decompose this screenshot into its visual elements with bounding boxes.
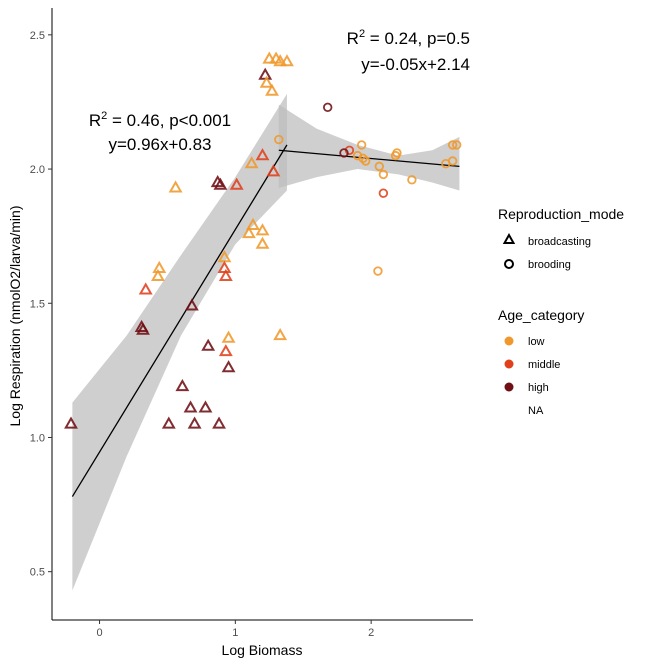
legend-label: high xyxy=(528,382,549,394)
data-point-triangle xyxy=(136,322,150,335)
legend-swatch-middle xyxy=(504,359,514,369)
data-points xyxy=(64,51,462,429)
fit-line-broadcasting xyxy=(71,144,288,497)
data-point-circle xyxy=(407,175,417,185)
data-point-triangle xyxy=(151,268,165,282)
legend-title: Age_category xyxy=(498,307,584,323)
data-point-circle xyxy=(390,150,401,161)
legend-label: NA xyxy=(528,405,544,417)
data-point-triangle xyxy=(255,223,270,236)
data-point-circle xyxy=(447,140,458,150)
data-point-triangle xyxy=(265,83,279,96)
data-point-triangle xyxy=(198,400,213,413)
data-point-circle xyxy=(378,188,389,198)
data-point-triangle xyxy=(138,282,153,295)
data-point-triangle xyxy=(187,416,202,429)
data-point-circle xyxy=(361,156,371,166)
data-point-circle xyxy=(358,153,368,164)
y-tick-label: 1.0 xyxy=(30,432,45,444)
data-point-triangle xyxy=(218,344,233,357)
data-point-circle xyxy=(374,161,384,172)
legend-triangle-icon xyxy=(502,232,516,244)
confidence-bands xyxy=(72,93,460,591)
equation-label: y=0.96x+0.83 xyxy=(108,135,211,154)
legend-reproduction-mode: Reproduction_mode broadcasting brooding xyxy=(498,206,624,271)
data-point-circle xyxy=(356,140,367,150)
ci-band-brooding xyxy=(278,104,460,191)
data-point-triangle xyxy=(221,330,236,343)
fit-annotation-broadcasting: R2 = 0.46, p<0.001 y=0.96x+0.83 xyxy=(89,110,231,154)
r2-label: R2 = 0.24, p=0.5 xyxy=(347,28,470,48)
legend-label: broadcasting xyxy=(528,236,591,248)
x-axis-title: Log Biomass xyxy=(222,642,303,658)
r2-label: R2 = 0.46, p<0.001 xyxy=(89,110,231,130)
x-tick-label: 2 xyxy=(368,627,374,639)
data-point-circle xyxy=(373,266,383,276)
data-point-triangle xyxy=(259,75,274,88)
fit-annotation-brooding: R2 = 0.24, p=0.5 y=-0.05x+2.14 xyxy=(347,28,470,74)
data-point-triangle xyxy=(152,260,167,273)
data-point-triangle xyxy=(168,180,183,193)
legend-label: middle xyxy=(528,359,560,371)
y-tick-label: 1.5 xyxy=(30,298,45,310)
data-point-triangle xyxy=(221,360,236,373)
data-point-triangle xyxy=(201,338,216,351)
data-point-triangle xyxy=(229,177,244,190)
data-point-circle xyxy=(378,169,389,180)
x-tick-label: 0 xyxy=(96,627,102,639)
data-point-triangle xyxy=(183,400,198,413)
equation-label: y=-0.05x+2.14 xyxy=(361,55,470,74)
y-axis-title: Log Respiration (nmolO2/larva/min) xyxy=(7,206,23,427)
legend-swatch-low xyxy=(504,336,514,346)
data-point-triangle xyxy=(246,217,260,231)
data-point-triangle xyxy=(213,177,228,190)
data-point-triangle xyxy=(273,54,288,67)
x-tick-label: 1 xyxy=(232,627,238,639)
data-point-triangle xyxy=(280,54,294,67)
data-point-triangle xyxy=(218,268,233,282)
data-point-triangle xyxy=(273,327,288,341)
y-tick-label: 2.5 xyxy=(30,30,45,42)
legend-circle-icon xyxy=(504,259,514,269)
axis-ticks: 0 1 2 0.5 1.0 1.5 2.0 2.5 xyxy=(30,30,375,639)
data-point-triangle xyxy=(161,416,176,429)
legend-title: Reproduction_mode xyxy=(498,206,624,222)
data-point-circle xyxy=(322,102,333,113)
data-point-triangle xyxy=(262,51,277,64)
data-point-triangle xyxy=(255,236,270,249)
legend-label: brooding xyxy=(528,259,571,271)
data-point-circle xyxy=(339,148,349,158)
data-point-triangle xyxy=(212,416,226,429)
data-point-circle xyxy=(447,156,458,166)
data-point-triangle xyxy=(241,225,256,239)
data-point-triangle xyxy=(64,416,78,429)
y-tick-label: 2.0 xyxy=(30,164,45,176)
ci-band-broadcasting xyxy=(72,93,287,591)
legend-label: low xyxy=(528,336,545,348)
legend-swatch-high xyxy=(504,382,514,392)
data-point-triangle xyxy=(255,148,270,161)
data-point-circle xyxy=(274,134,284,145)
data-point-triangle xyxy=(184,298,199,311)
data-point-triangle xyxy=(175,378,190,392)
data-point-triangle xyxy=(258,67,273,80)
data-point-triangle xyxy=(266,164,281,177)
y-tick-label: 0.5 xyxy=(30,567,45,579)
data-point-circle xyxy=(452,140,462,150)
data-point-triangle xyxy=(244,156,259,169)
legend-age-category: Age_category low middle high NA xyxy=(498,307,584,417)
